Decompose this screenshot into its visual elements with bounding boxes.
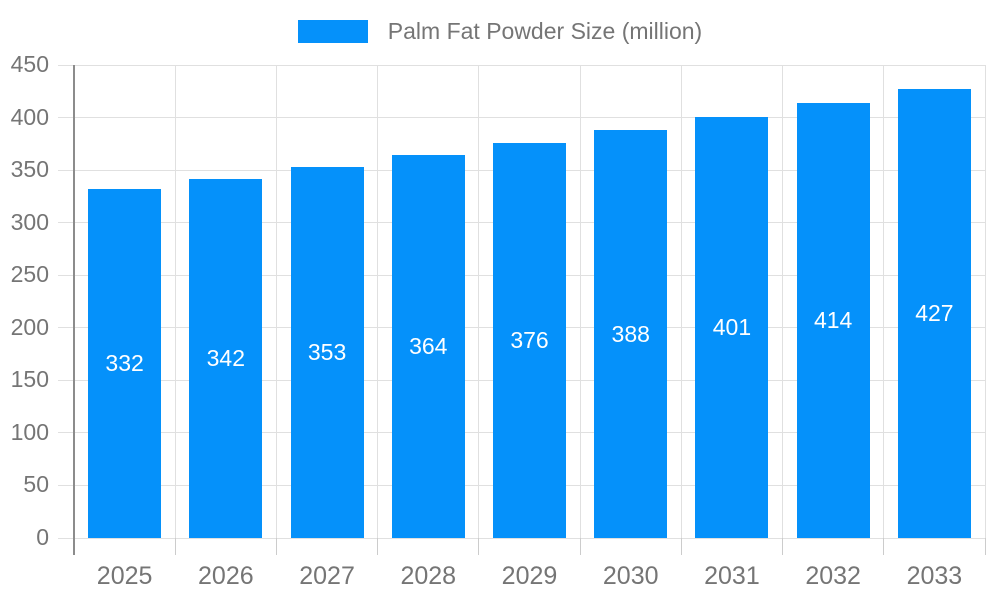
- x-axis-tick: [377, 538, 379, 555]
- bar-value-label: 353: [307, 338, 347, 365]
- x-gridline: [782, 65, 784, 538]
- x-gridline: [478, 65, 480, 538]
- bar-value-label: 427: [915, 300, 954, 327]
- bar-value-label: 332: [105, 350, 144, 376]
- x-axis-tick-label: 2026: [198, 562, 254, 590]
- y-axis-tick-label: 400: [10, 103, 49, 130]
- x-axis-tick: [680, 538, 682, 555]
- y-axis-tick-label: 250: [10, 261, 49, 288]
- bar[interactable]: 401: [695, 116, 769, 538]
- bar-value-label: 342: [206, 344, 246, 371]
- y-axis-tick-label: 450: [10, 51, 49, 77]
- x-axis-tick: [883, 538, 885, 555]
- x-gridline: [275, 65, 277, 538]
- x-gridline: [883, 65, 885, 538]
- x-gridline: [680, 65, 682, 538]
- y-axis-tick-label: 0: [36, 524, 49, 550]
- y-gridline: [58, 537, 985, 539]
- x-axis-tick-label: 2033: [906, 562, 963, 590]
- x-axis-tick: [984, 538, 986, 555]
- x-axis-tick: [174, 538, 176, 555]
- y-axis-tick-label: 100: [10, 418, 49, 445]
- bar[interactable]: 427: [897, 89, 971, 538]
- bar[interactable]: 353: [290, 166, 364, 538]
- x-axis-tick-label: 2031: [704, 562, 760, 590]
- y-axis-tick-label: 350: [10, 156, 49, 183]
- x-gridline: [174, 65, 176, 538]
- x-axis-tick-label: 2028: [400, 562, 457, 590]
- legend-label: Palm Fat Powder Size (million): [387, 18, 703, 44]
- x-gridline: [984, 65, 986, 538]
- legend-swatch: [297, 20, 368, 43]
- bar[interactable]: 332: [88, 189, 162, 538]
- x-axis-tick-label: 2025: [96, 562, 153, 590]
- y-gridline: [58, 117, 985, 119]
- bar-value-label: 414: [813, 306, 853, 333]
- x-axis-tick-label: 2030: [602, 562, 659, 590]
- bar-value-label: 401: [712, 313, 752, 340]
- x-axis-tick-label: 2029: [501, 562, 558, 590]
- bar-value-label: 388: [611, 320, 650, 347]
- x-axis-tick: [579, 538, 581, 555]
- x-axis-tick-label: 2032: [805, 562, 861, 590]
- bar[interactable]: 388: [594, 130, 668, 538]
- bar[interactable]: 364: [391, 155, 465, 538]
- x-gridline: [377, 65, 379, 538]
- y-axis-tick-label: 300: [10, 208, 49, 235]
- y-axis-tick-label: 150: [10, 366, 49, 393]
- plot-area: 0 50 100 150 200 250 300 350 400 450 332 2025 342 202…: [11, 53, 986, 590]
- bar[interactable]: 342: [189, 178, 263, 538]
- x-axis-tick: [478, 538, 480, 555]
- bar-value-label: 364: [409, 333, 448, 360]
- x-axis-tick: [782, 538, 784, 555]
- bar-value-label: 376: [510, 326, 549, 353]
- x-axis-tick: [275, 538, 277, 555]
- x-gridline: [579, 65, 581, 538]
- y-axis-line: [73, 65, 75, 555]
- bar[interactable]: 414: [796, 102, 870, 538]
- bar[interactable]: 376: [493, 142, 566, 538]
- y-axis-tick-label: 200: [10, 313, 49, 340]
- x-axis-tick-label: 2027: [299, 562, 355, 590]
- y-gridline: [58, 64, 985, 66]
- legend[interactable]: Palm Fat Powder Size (million): [0, 18, 1000, 45]
- y-axis-tick-label: 50: [23, 471, 49, 498]
